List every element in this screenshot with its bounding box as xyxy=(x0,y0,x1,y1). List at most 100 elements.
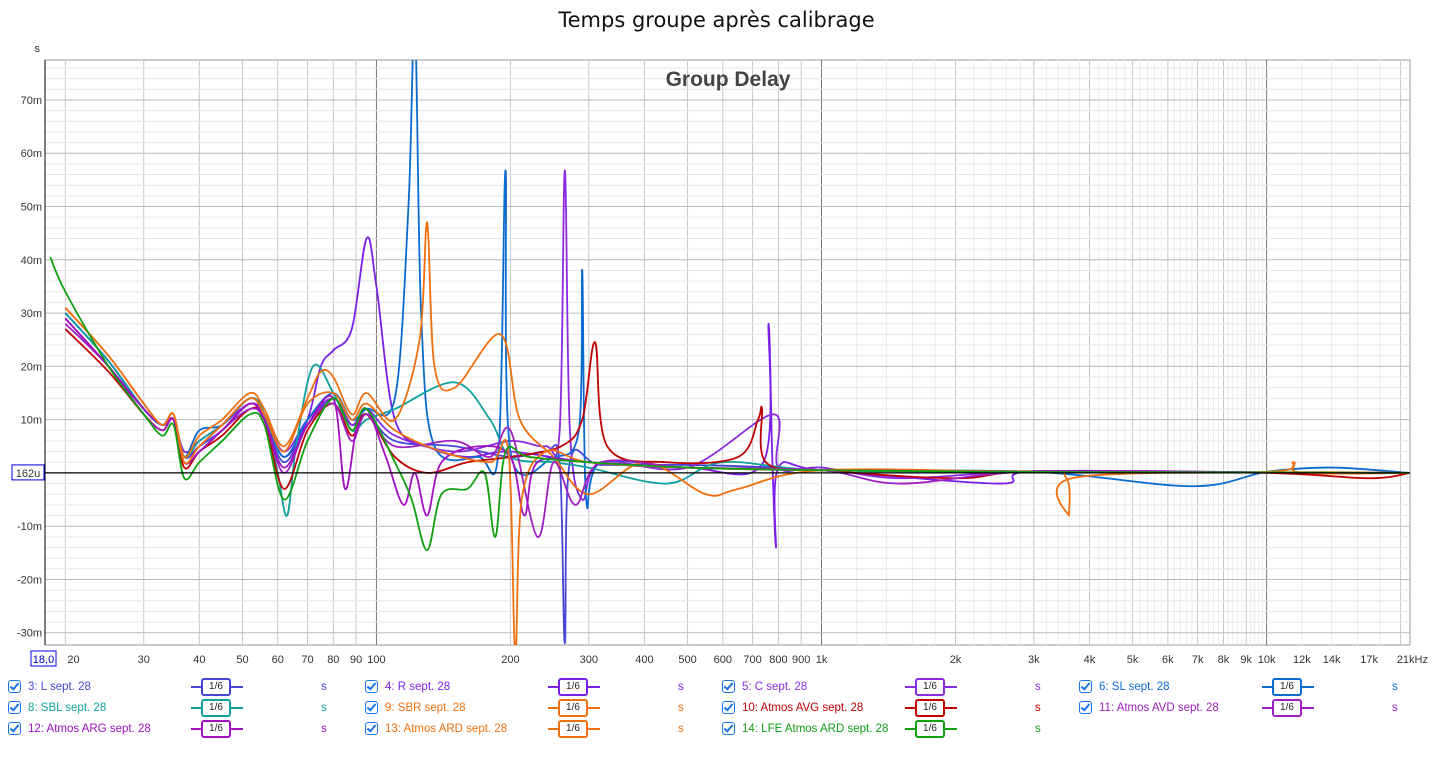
smoothing-button[interactable]: 1/6 xyxy=(548,699,600,717)
legend-checkbox[interactable] xyxy=(722,680,735,693)
legend-checkbox[interactable] xyxy=(365,680,378,693)
legend-item[interactable]: 13: Atmos ARD sept. 28 1/6 s xyxy=(365,720,715,738)
legend-checkbox[interactable] xyxy=(8,680,21,693)
legend-item[interactable]: 6: SL sept. 28 1/6 s xyxy=(1079,678,1429,696)
y-tick-label: -20m xyxy=(17,574,42,586)
x-tick-label: 100 xyxy=(367,654,385,666)
y-tick-label: 10m xyxy=(21,415,42,427)
legend-label: 14: LFE Atmos ARD sept. 28 xyxy=(742,723,889,735)
legend-label: 13: Atmos ARD sept. 28 xyxy=(385,723,508,735)
legend-unit: s xyxy=(678,702,684,714)
smoothing-label: 1/6 xyxy=(1272,699,1302,717)
legend-item[interactable]: 9: SBR sept. 28 1/6 s xyxy=(365,699,715,717)
legend-checkbox[interactable] xyxy=(365,701,378,714)
x-tick-label: 800 xyxy=(769,654,787,666)
y-tick-label: 40m xyxy=(21,255,42,267)
smoothing-button[interactable]: 1/6 xyxy=(905,678,957,696)
x-tick-label: 8k xyxy=(1218,654,1230,666)
legend-item[interactable]: 11: Atmos AVD sept. 28 1/6 s xyxy=(1079,699,1429,717)
cursor-y-label: 162u xyxy=(16,468,40,480)
legend-item[interactable]: 12: Atmos ARG sept. 28 1/6 s xyxy=(8,720,358,738)
x-tick-label: 30 xyxy=(138,654,150,666)
legend-item[interactable]: 8: SBL sept. 28 1/6 s xyxy=(8,699,358,717)
window-title: Temps groupe après calibrage xyxy=(558,8,875,32)
legend-item[interactable]: 5: C sept. 28 1/6 s xyxy=(722,678,1072,696)
plot-area xyxy=(44,59,1411,646)
x-tick-label: 5k xyxy=(1127,654,1139,666)
legend-label: 12: Atmos ARG sept. 28 xyxy=(28,723,151,735)
x-tick-label: 10k xyxy=(1258,654,1276,666)
smoothing-button[interactable]: 1/6 xyxy=(191,678,243,696)
x-tick-label: 900 xyxy=(792,654,810,666)
smoothing-label: 1/6 xyxy=(201,699,231,717)
legend-item[interactable]: 3: L sept. 28 1/6 s xyxy=(8,678,358,696)
x-tick-label: 9k xyxy=(1240,654,1252,666)
legend-label: 3: L sept. 28 xyxy=(28,681,91,693)
smoothing-button[interactable]: 1/6 xyxy=(1262,678,1314,696)
y-tick-label: -10m xyxy=(17,521,42,533)
x-tick-label: 1k xyxy=(816,654,828,666)
smoothing-label: 1/6 xyxy=(558,720,588,738)
legend-checkbox[interactable] xyxy=(8,701,21,714)
x-tick-label: 500 xyxy=(678,654,696,666)
legend-unit: s xyxy=(678,723,684,735)
x-tick-label: 300 xyxy=(580,654,598,666)
x-tick-label: 80 xyxy=(327,654,339,666)
smoothing-label: 1/6 xyxy=(558,699,588,717)
smoothing-button[interactable]: 1/6 xyxy=(905,720,957,738)
legend-item[interactable]: 10: Atmos AVG sept. 28 1/6 s xyxy=(722,699,1072,717)
smoothing-button[interactable]: 1/6 xyxy=(548,678,600,696)
legend-label: 4: R sept. 28 xyxy=(385,681,451,693)
smoothing-label: 1/6 xyxy=(558,678,588,696)
smoothing-button[interactable]: 1/6 xyxy=(191,699,243,717)
legend-unit: s xyxy=(321,723,327,735)
smoothing-button[interactable]: 1/6 xyxy=(905,699,957,717)
x-tick-label: 3k xyxy=(1028,654,1040,666)
cursor-x-box xyxy=(30,650,57,667)
x-tick-label: 20 xyxy=(67,654,79,666)
y-tick-label: 30m xyxy=(21,308,42,320)
legend-unit: s xyxy=(1392,681,1398,693)
series-lines xyxy=(49,60,1410,645)
legend-label: 6: SL sept. 28 xyxy=(1099,681,1170,693)
x-tick-label: 21kHz xyxy=(1397,654,1428,666)
x-tick-label: 40 xyxy=(193,654,205,666)
smoothing-label: 1/6 xyxy=(1272,678,1302,696)
legend-checkbox[interactable] xyxy=(1079,701,1092,714)
legend-unit: s xyxy=(321,681,327,693)
legend-checkbox[interactable] xyxy=(722,701,735,714)
cursor-x-label: 18,0 xyxy=(33,654,54,666)
legend-unit: s xyxy=(321,702,327,714)
legend-checkbox[interactable] xyxy=(1079,680,1092,693)
smoothing-button[interactable]: 1/6 xyxy=(1262,699,1314,717)
smoothing-label: 1/6 xyxy=(915,699,945,717)
smoothing-label: 1/6 xyxy=(915,678,945,696)
smoothing-button[interactable]: 1/6 xyxy=(548,720,600,738)
cursor-y-box xyxy=(11,464,45,481)
y-axis-label: s xyxy=(35,43,41,55)
legend-unit: s xyxy=(1035,723,1041,735)
plot-title: Group Delay xyxy=(666,68,791,91)
y-tick-label: 60m xyxy=(21,148,42,160)
legend-label: 10: Atmos AVG sept. 28 xyxy=(742,702,864,714)
group-delay-chart[interactable]: 20 30 40 50 60 70 80 90 100 200 300 400 500 600 700 800… xyxy=(0,0,1433,672)
legend-label: 5: C sept. 28 xyxy=(742,681,808,693)
x-tick-label: 7k xyxy=(1192,654,1204,666)
grid xyxy=(44,59,1411,646)
x-tick-label: 17k xyxy=(1360,654,1378,666)
series-line-11 xyxy=(49,256,1410,552)
legend-item[interactable]: 4: R sept. 28 1/6 s xyxy=(365,678,715,696)
smoothing-label: 1/6 xyxy=(201,720,231,738)
x-tick-label: 700 xyxy=(743,654,761,666)
x-tick-label: 200 xyxy=(501,654,519,666)
y-tick-label: 70m xyxy=(21,95,42,107)
legend-checkbox[interactable] xyxy=(722,722,735,735)
x-tick-label: 2k xyxy=(950,654,962,666)
smoothing-button[interactable]: 1/6 xyxy=(191,720,243,738)
legend-checkbox[interactable] xyxy=(8,722,21,735)
legend-checkbox[interactable] xyxy=(365,722,378,735)
smoothing-label: 1/6 xyxy=(201,678,231,696)
axes: 20 30 40 50 60 70 80 90 100 200 300 400 500 600 700 800… xyxy=(11,60,1428,667)
legend-item[interactable]: 14: LFE Atmos ARD sept. 28 1/6 s xyxy=(722,720,1072,738)
